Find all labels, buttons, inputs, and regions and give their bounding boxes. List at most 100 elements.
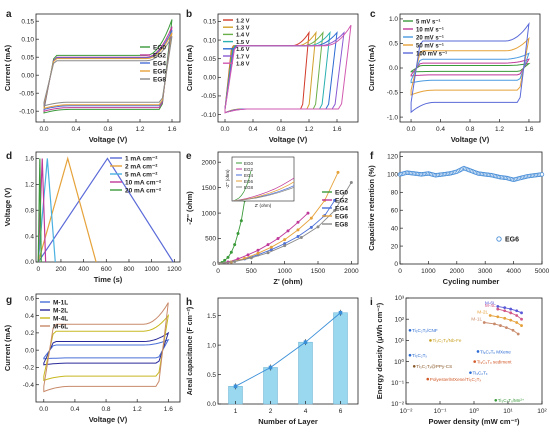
eis-point-1: [256, 248, 260, 252]
ragone-point-0: [503, 306, 507, 310]
y-axis-label-i: Energy density (μWh cm⁻²): [375, 302, 384, 399]
x-tick-label-i: 10²: [537, 408, 547, 415]
literature-label: Ti₃C₂Tₓ@PPy-CS: [416, 364, 452, 369]
eis-point-0: [223, 258, 227, 262]
eis-point-3: [283, 238, 287, 242]
eis-point-0: [233, 243, 237, 247]
cv-curve-c-0: [410, 62, 531, 73]
y-tick-label-h: 1.0: [207, 342, 216, 349]
y-tick-label-i: 10¹: [395, 338, 405, 345]
eis-point-3: [296, 228, 300, 232]
eis-point-0: [239, 219, 243, 223]
y-tick-label-g: 0.2: [25, 330, 34, 337]
legend-label-c: 20 mV s⁻¹: [416, 34, 444, 41]
y-tick-label-b: 0.10: [203, 37, 216, 44]
plot-frame-h: [217, 297, 359, 405]
ragone-point-1: [503, 309, 507, 313]
eis-point-3: [336, 170, 340, 174]
eis-point-4: [316, 225, 320, 229]
y-tick-label-c: 0.0: [389, 65, 398, 72]
x-axis-label-i: Power density (mW cm⁻²): [428, 417, 520, 426]
eis-line-1: [219, 212, 309, 264]
x-tick-label-i: 10⁰: [469, 407, 479, 415]
eis-point-0: [226, 255, 230, 259]
ragone-point-0: [520, 311, 523, 315]
ragone-point-3: [505, 326, 508, 330]
eis-point-4: [299, 236, 303, 240]
ragone-point-2: [503, 316, 507, 320]
legend-label-a: EG0: [153, 44, 166, 51]
panel-label-e: e: [186, 151, 192, 162]
eis-point-3: [309, 216, 313, 220]
literature-label: Polyester/MXene/Ti₃C₂Tₓ: [430, 377, 482, 382]
literature-label: Ti₃C₂Tₓ sediment: [477, 359, 513, 364]
gcd-curve-0: [37, 157, 174, 263]
x-tick-label-c: 0.4: [436, 126, 445, 133]
gcd-curve-3: [37, 158, 47, 263]
trend-line-h: [235, 312, 341, 387]
eis-line-0: [219, 200, 246, 264]
eis-point-3: [256, 251, 260, 255]
ragone-point-2: [509, 318, 513, 322]
literature-point: [408, 353, 412, 357]
y-tick-label-a: 0.15: [21, 18, 34, 25]
inset-frame: [231, 156, 295, 202]
plot-frame-g: [35, 293, 181, 403]
y-tick-label-c: -0.5: [387, 90, 399, 97]
x-tick-label-a: 1.6: [167, 126, 176, 133]
y-tick-label-e: 0: [212, 261, 216, 268]
plot-frame-e: [217, 151, 359, 265]
x-tick-label-e: 1000: [277, 268, 292, 275]
legend-label-b: 1.6 V: [236, 47, 250, 53]
ragone-label-2: M-2L: [477, 309, 488, 315]
x-tick-label-f: 1000: [421, 268, 436, 275]
bar-6: [333, 312, 348, 405]
x-tick-label-g: 0.0: [39, 406, 48, 413]
gcd-curve-1: [37, 156, 97, 263]
legend-label-d: 20 mA cm⁻²: [125, 187, 162, 194]
x-axis-label-d: Time (s): [94, 275, 123, 284]
y-axis-label-h: Areal capacitance (F cm⁻²): [187, 307, 194, 396]
plot-frame-d: [35, 151, 181, 263]
ragone-point-3: [493, 322, 496, 326]
y-tick-label-d: 1.2: [25, 182, 34, 189]
legend-label-d: 1 mA cm⁻²: [125, 155, 158, 162]
panel-label-a: a: [6, 9, 12, 20]
ragone-point-1: [515, 314, 519, 317]
x-tick-label-e: 500: [246, 268, 257, 275]
x-axis-label-f: Cycling number: [443, 277, 500, 286]
y-tick-label-i: 10⁻¹: [391, 380, 405, 387]
y-tick-label-b: -0.05: [201, 93, 216, 100]
cv-curve-c-1: [410, 58, 530, 77]
legend-label-a: EG4: [153, 60, 166, 67]
legend-label-c: 100 mV s⁻¹: [416, 50, 447, 57]
legend-label-a: EG6: [153, 68, 166, 75]
legend-label-g: M-6L: [53, 323, 68, 330]
x-tick-label-g: 1.2: [133, 406, 142, 413]
x-tick-label-e: 2000: [344, 268, 359, 275]
x-tick-label-b: 0.8: [276, 126, 285, 133]
x-tick-label-e: 1500: [311, 268, 326, 275]
x-axis-label-c: Voltage (V): [451, 135, 490, 144]
y-axis-label-f: Capacitive retention (%): [367, 165, 376, 251]
legend-label-d: 2 mA cm⁻²: [125, 163, 158, 170]
legend-label-b: 1.5 V: [236, 40, 250, 46]
ragone-point-2: [488, 314, 492, 317]
y-tick-label-f: 100: [387, 172, 398, 179]
ragone-point-0: [509, 307, 513, 311]
x-tick-label-h: 4: [304, 408, 308, 415]
inset-y-label: -Z'' (ohm): [225, 169, 230, 188]
y-tick-label-b: 0.05: [203, 56, 216, 63]
ragone-point-2: [515, 321, 519, 324]
ragone-label-3: M-1L: [471, 316, 482, 322]
ragone-point-3: [516, 332, 520, 336]
x-tick-label-c: 1.2: [495, 126, 504, 133]
x-tick-label-g: 1.6: [164, 406, 173, 413]
ragone-point-3: [511, 328, 515, 332]
y-tick-label-d: 0.4: [25, 233, 34, 240]
ragone-label-1: M-4L: [485, 303, 496, 309]
literature-point: [429, 339, 432, 342]
x-tick-label-d: 1000: [144, 266, 159, 273]
y-tick-label-f: 20: [391, 243, 399, 250]
x-tick-label-a: 0.4: [71, 126, 80, 133]
